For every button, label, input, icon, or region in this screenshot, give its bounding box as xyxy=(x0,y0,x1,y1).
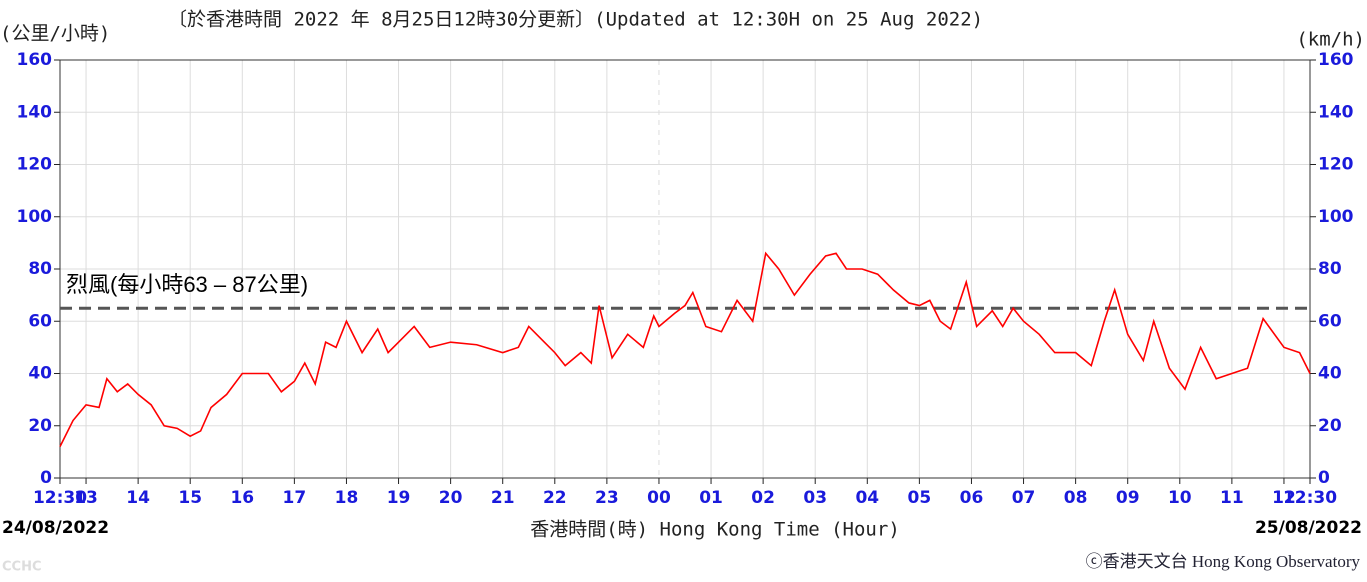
x-tick-label: 07 xyxy=(1012,488,1036,508)
y-tick-label-right: 20 xyxy=(1318,416,1342,436)
x-tick-label: 13 xyxy=(74,488,98,508)
x-tick-label: 10 xyxy=(1168,488,1192,508)
x-tick-label: 22 xyxy=(543,488,567,508)
end-date: 25/08/2022 xyxy=(1255,518,1362,538)
y-tick-label-right: 120 xyxy=(1318,155,1354,175)
x-tick-label: 20 xyxy=(439,488,463,508)
y-label-right: (km/h) xyxy=(1296,29,1365,51)
x-tick-label: 00 xyxy=(647,488,671,508)
x-tick-label: 06 xyxy=(960,488,984,508)
y-tick-label: 120 xyxy=(17,155,53,175)
x-tick-label: 23 xyxy=(595,488,619,508)
credit: ⓒ香港天文台 Hong Kong Observatory xyxy=(1086,552,1361,571)
y-tick-label: 40 xyxy=(28,364,52,384)
x-tick-label: 11 xyxy=(1220,488,1244,508)
x-tick-label: 02 xyxy=(751,488,775,508)
y-label-left: (公里/小時) xyxy=(0,23,110,45)
x-tick-label: 01 xyxy=(699,488,723,508)
y-tick-label-right: 140 xyxy=(1318,102,1354,122)
x-tick-label: 19 xyxy=(387,488,411,508)
start-date: 24/08/2022 xyxy=(2,518,109,538)
x-tick-label: 12:30 xyxy=(33,488,87,508)
y-tick-label-right: 100 xyxy=(1318,207,1354,227)
x-tick-label: 05 xyxy=(908,488,932,508)
y-tick-label-right: 0 xyxy=(1318,468,1330,488)
y-tick-label: 60 xyxy=(28,311,52,331)
threshold-label: 烈風(每小時63 – 87公里) xyxy=(66,272,308,297)
y-tick-label: 100 xyxy=(17,207,53,227)
watermark: CCHC xyxy=(2,560,42,575)
x-tick-label: 08 xyxy=(1064,488,1088,508)
x-tick-label: 12:30 xyxy=(1283,488,1337,508)
chart-title: 〔於香港時間 2022 年 8月25日12時30分更新〕(Updated at … xyxy=(168,9,983,31)
x-axis-label: 香港時間(時) Hong Kong Time (Hour) xyxy=(530,519,900,541)
y-tick-label-right: 80 xyxy=(1318,259,1342,279)
y-tick-label: 140 xyxy=(17,102,53,122)
x-tick-label: 21 xyxy=(491,488,515,508)
x-tick-label: 14 xyxy=(126,488,150,508)
x-tick-label: 12 xyxy=(1272,488,1296,508)
y-tick-label-right: 60 xyxy=(1318,311,1342,331)
x-tick-label: 16 xyxy=(230,488,254,508)
x-tick-label: 18 xyxy=(335,488,359,508)
y-tick-label: 160 xyxy=(17,50,53,70)
x-tick-label: 09 xyxy=(1116,488,1140,508)
y-tick-label-right: 160 xyxy=(1318,50,1354,70)
y-tick-label: 0 xyxy=(40,468,52,488)
line-series xyxy=(59,251,1311,448)
plot-frame xyxy=(59,59,1311,479)
x-tick-label: 03 xyxy=(803,488,827,508)
y-tick-label-right: 40 xyxy=(1318,364,1342,384)
x-tick-label: 15 xyxy=(178,488,202,508)
x-tick-label: 17 xyxy=(283,488,307,508)
x-tick-label: 04 xyxy=(855,488,879,508)
y-tick-label: 80 xyxy=(28,259,52,279)
y-tick-label: 20 xyxy=(28,416,52,436)
